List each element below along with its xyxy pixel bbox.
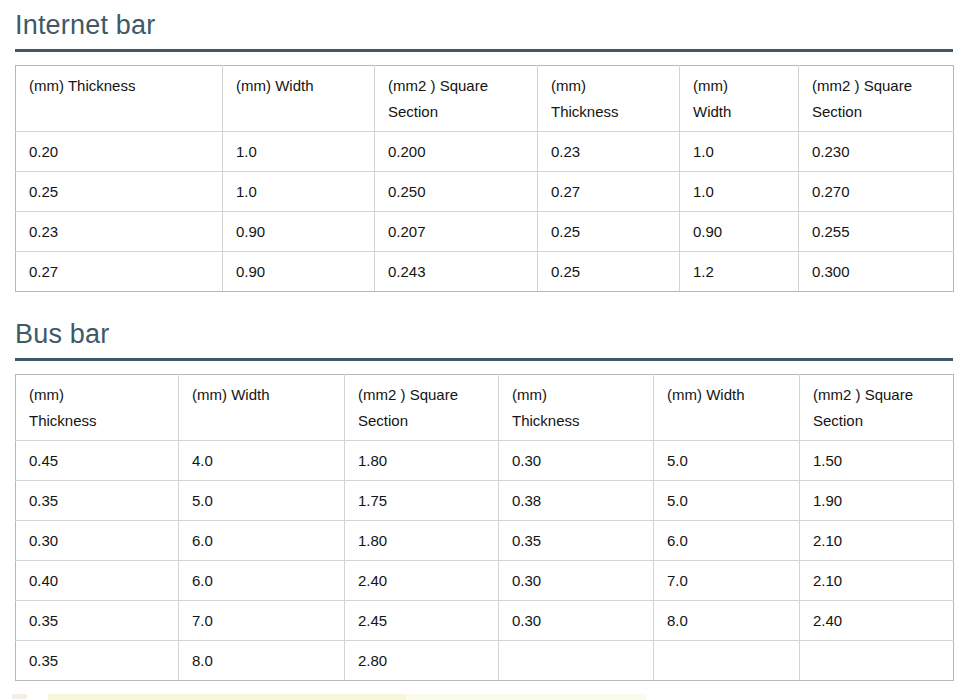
table-cell: 1.80 <box>345 521 499 561</box>
section-internet-bar: Internet bar (mm) Thickness(mm) Width(mm… <box>15 10 953 292</box>
table-cell: 0.30 <box>16 521 179 561</box>
table-cell: 5.0 <box>179 481 345 521</box>
cutoff-element <box>12 694 27 699</box>
header-row: (mm) Thickness(mm) Width(mm2 ) Square Se… <box>16 66 954 132</box>
table-cell: 0.35 <box>16 601 179 641</box>
section-header: Bus bar <box>15 319 953 361</box>
table-cell <box>800 641 954 681</box>
table-cell: 1.80 <box>345 441 499 481</box>
table-cell: 0.25 <box>538 252 680 292</box>
section-title-bus-bar: Bus bar <box>15 319 953 349</box>
internet-bar-table: (mm) Thickness(mm) Width(mm2 ) Square Se… <box>15 65 954 292</box>
table-cell: 2.45 <box>345 601 499 641</box>
table-cell <box>654 641 800 681</box>
cutoff-highlight-strip <box>48 694 406 700</box>
table-cell: 6.0 <box>179 521 345 561</box>
table-cell: 2.40 <box>345 561 499 601</box>
table-cell: 2.10 <box>800 521 954 561</box>
table-cell: 0.35 <box>16 481 179 521</box>
table-cell: 2.10 <box>800 561 954 601</box>
table-row: 0.270.900.2430.251.20.300 <box>16 252 954 292</box>
table-cell: 7.0 <box>179 601 345 641</box>
table-row: 0.358.02.80 <box>16 641 954 681</box>
table-cell: 0.27 <box>16 252 223 292</box>
table-cell: 8.0 <box>654 601 800 641</box>
table-cell: 0.30 <box>499 441 654 481</box>
table-row: 0.355.01.750.385.01.90 <box>16 481 954 521</box>
table-cell: 1.0 <box>223 172 375 212</box>
table-cell: 1.0 <box>680 172 799 212</box>
table-cell: 0.200 <box>375 132 538 172</box>
table-row: 0.230.900.2070.250.900.255 <box>16 212 954 252</box>
table-cell <box>499 641 654 681</box>
table-row: 0.357.02.450.308.02.40 <box>16 601 954 641</box>
column-header: (mm) Thickness <box>16 66 223 132</box>
table-cell: 0.20 <box>16 132 223 172</box>
table-cell: 0.25 <box>538 212 680 252</box>
table-cell: 5.0 <box>654 441 800 481</box>
column-header: (mm2 ) Square Section <box>375 66 538 132</box>
table-cell: 0.25 <box>16 172 223 212</box>
table-cell: 0.45 <box>16 441 179 481</box>
table-cell: 0.250 <box>375 172 538 212</box>
table-row: 0.454.01.800.305.01.50 <box>16 441 954 481</box>
table-row: 0.406.02.400.307.02.10 <box>16 561 954 601</box>
table-cell: 1.0 <box>223 132 375 172</box>
table-cell: 1.75 <box>345 481 499 521</box>
table-cell: 0.243 <box>375 252 538 292</box>
column-header: (mm2 ) Square Section <box>345 375 499 441</box>
column-header: (mm) Thickness <box>499 375 654 441</box>
column-header: (mm2 ) Square Section <box>800 375 954 441</box>
table-cell: 0.90 <box>223 252 375 292</box>
table-cell: 0.40 <box>16 561 179 601</box>
table-cell: 2.80 <box>345 641 499 681</box>
table-cell: 8.0 <box>179 641 345 681</box>
table-cell: 0.30 <box>499 561 654 601</box>
table-row: 0.306.01.800.356.02.10 <box>16 521 954 561</box>
table-cell: 0.90 <box>680 212 799 252</box>
section-title-internet-bar: Internet bar <box>15 10 953 40</box>
table-cell: 0.27 <box>538 172 680 212</box>
column-header: (mm) Width <box>223 66 375 132</box>
table-cell: 1.2 <box>680 252 799 292</box>
table-cell: 0.300 <box>799 252 954 292</box>
table-cell: 1.90 <box>800 481 954 521</box>
table-cell: 5.0 <box>654 481 800 521</box>
column-header: (mm) Width <box>179 375 345 441</box>
table-cell: 0.207 <box>375 212 538 252</box>
table-cell: 1.0 <box>680 132 799 172</box>
section-header: Internet bar <box>15 10 953 52</box>
table-cell: 0.38 <box>499 481 654 521</box>
table-cell: 6.0 <box>179 561 345 601</box>
table-cell: 0.23 <box>538 132 680 172</box>
page-content: Internet bar (mm) Thickness(mm) Width(mm… <box>0 0 968 681</box>
column-header: (mm) Width <box>680 66 799 132</box>
table-row: 0.201.00.2000.231.00.230 <box>16 132 954 172</box>
table-cell: 0.270 <box>799 172 954 212</box>
column-header: (mm) Thickness <box>16 375 179 441</box>
table-cell: 7.0 <box>654 561 800 601</box>
bus-bar-table: (mm) Thickness(mm) Width(mm2 ) Square Se… <box>15 374 954 681</box>
table-cell: 0.90 <box>223 212 375 252</box>
table-cell: 0.35 <box>499 521 654 561</box>
column-header: (mm) Width <box>654 375 800 441</box>
table-cell: 0.23 <box>16 212 223 252</box>
cutoff-highlight-strip-faint <box>406 694 646 700</box>
table-cell: 6.0 <box>654 521 800 561</box>
column-header: (mm2 ) Square Section <box>799 66 954 132</box>
header-row: (mm) Thickness(mm) Width(mm2 ) Square Se… <box>16 375 954 441</box>
table-cell: 0.255 <box>799 212 954 252</box>
table-cell: 0.30 <box>499 601 654 641</box>
table-row: 0.251.00.2500.271.00.270 <box>16 172 954 212</box>
table-cell: 1.50 <box>800 441 954 481</box>
table-cell: 4.0 <box>179 441 345 481</box>
table-cell: 0.35 <box>16 641 179 681</box>
table-cell: 0.230 <box>799 132 954 172</box>
section-bus-bar: Bus bar (mm) Thickness(mm) Width(mm2 ) S… <box>15 319 953 681</box>
column-header: (mm) Thickness <box>538 66 680 132</box>
table-cell: 2.40 <box>800 601 954 641</box>
